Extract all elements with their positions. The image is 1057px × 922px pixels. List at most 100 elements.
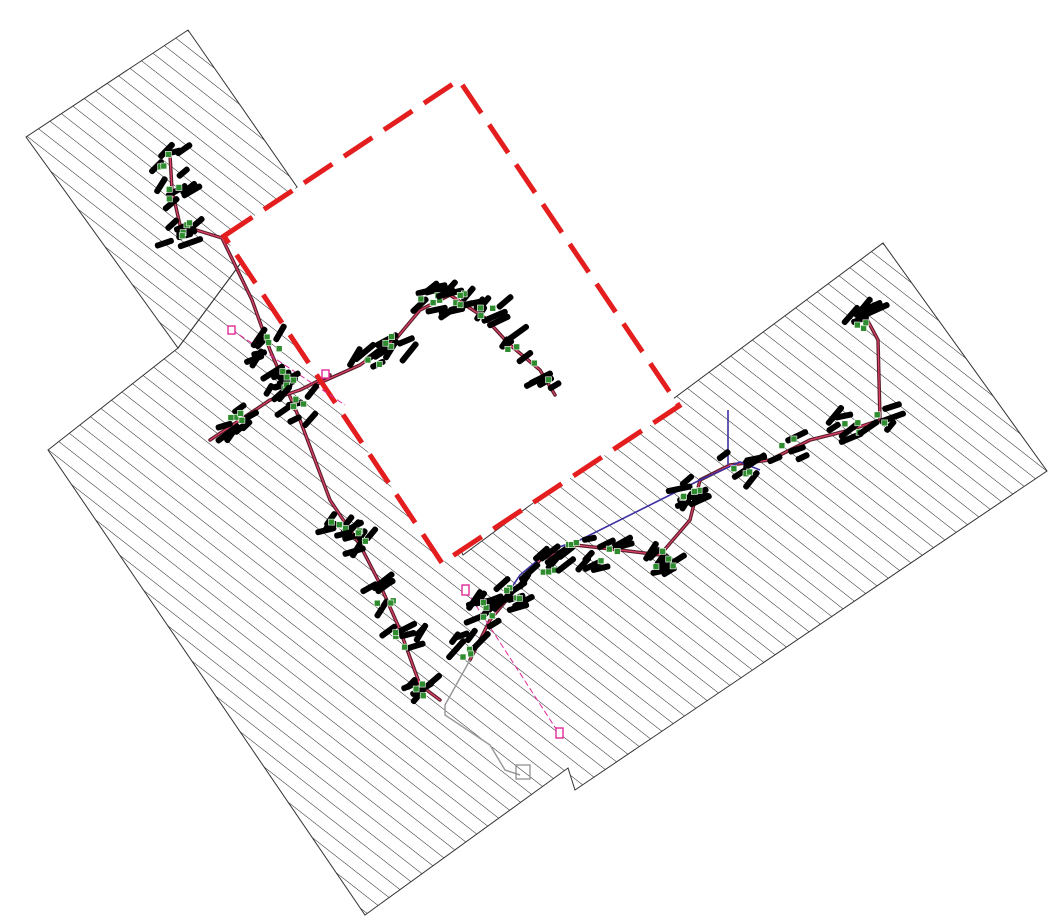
fitting-node [166, 186, 173, 193]
fitting-node [669, 562, 677, 570]
fixture-element [379, 623, 398, 639]
fixture-element [304, 383, 320, 400]
fitting-node [860, 324, 867, 332]
fitting-node [419, 680, 426, 688]
fitting-node [545, 376, 552, 384]
fixture-element [353, 341, 377, 363]
fitting-node [504, 345, 512, 353]
fitting-node [862, 319, 870, 327]
fitting-node [456, 292, 464, 299]
fixture-element [399, 341, 419, 364]
fixture-element [372, 345, 392, 360]
fixture-element [716, 449, 731, 462]
fixture-element [287, 414, 302, 425]
fitting-node [419, 692, 427, 700]
fitting-node [263, 333, 271, 341]
fitting-node [477, 304, 484, 312]
fixture-element [518, 561, 541, 582]
service-box [515, 764, 531, 780]
fitting-node [854, 321, 861, 329]
fitting-node [290, 403, 297, 410]
fixture-element [826, 421, 841, 434]
fixture-element [414, 624, 428, 638]
fixture-element [215, 420, 233, 431]
fitting-node [480, 613, 487, 621]
fixture-element [555, 556, 577, 574]
fitting-node [375, 360, 383, 368]
fitting-node [652, 563, 660, 571]
work-area-boundary [220, 76, 683, 567]
fitting-node [516, 595, 523, 602]
fitting-node [283, 373, 291, 381]
fixture-element [425, 304, 448, 315]
fitting-node [265, 339, 272, 346]
fitting-node [665, 555, 673, 563]
fixture-element [274, 403, 293, 418]
fitting-node [364, 356, 372, 364]
fixture-element [523, 374, 546, 389]
fixture-element [454, 630, 470, 641]
fixture-element [496, 294, 514, 310]
fitting-node [746, 468, 753, 476]
fixture-element [679, 491, 695, 512]
fixture-element [180, 180, 198, 196]
fitting-node [175, 184, 183, 191]
fitting-node [841, 420, 849, 428]
fixture-element [232, 402, 247, 415]
fitting-node [166, 195, 173, 203]
fixture-element [423, 672, 443, 690]
fixture-element [240, 419, 253, 432]
fixture-element [273, 323, 287, 343]
fitting-node [456, 301, 464, 309]
fixture-element [499, 336, 511, 350]
fixture-element [244, 409, 260, 421]
cleared-zone [224, 80, 679, 563]
service-line-south [444, 659, 521, 776]
fitting-node [477, 312, 485, 320]
fitting-node [429, 299, 437, 306]
fixture-element [582, 549, 595, 563]
fitting-node [160, 162, 168, 170]
fixture-element [404, 640, 426, 652]
fixture-element [186, 216, 205, 233]
fixture-element [374, 598, 390, 619]
fixture-element [841, 304, 861, 326]
fixture-element [439, 287, 465, 299]
fixture-element [857, 419, 880, 437]
fixture-element [859, 299, 883, 314]
fitting-node [730, 465, 738, 473]
fitting-node [354, 529, 362, 537]
fixture-element [469, 630, 491, 653]
fixture-element [249, 348, 265, 369]
fitting-node [290, 376, 297, 384]
fitting-node [165, 151, 172, 158]
fixture-element [250, 326, 268, 349]
fitting-node [680, 493, 688, 500]
fitting-node [328, 518, 335, 526]
fitting-node [417, 295, 425, 303]
fixture-element [260, 363, 285, 382]
fitting-node [503, 587, 511, 594]
fitting-node [659, 547, 666, 555]
fixture-element [882, 401, 902, 412]
section-line-a [231, 329, 346, 406]
fixture-element [834, 411, 854, 421]
fixture-element [181, 183, 203, 199]
fixture-element [461, 285, 476, 302]
fitting-node [382, 339, 390, 347]
fixture-element [516, 349, 534, 365]
fitting-node [238, 416, 246, 424]
fitting-node [392, 629, 399, 637]
fixture-element [177, 236, 204, 250]
fixture-element [643, 540, 659, 562]
fixture-element [611, 534, 634, 550]
fixture-element [334, 529, 353, 539]
fitting-node [873, 411, 881, 419]
fixture-element [493, 576, 511, 593]
fitting-node [361, 537, 369, 545]
fixture-element [743, 452, 767, 471]
fixture-element [596, 537, 616, 551]
fitting-node [373, 599, 381, 607]
fixture-element [342, 514, 355, 528]
